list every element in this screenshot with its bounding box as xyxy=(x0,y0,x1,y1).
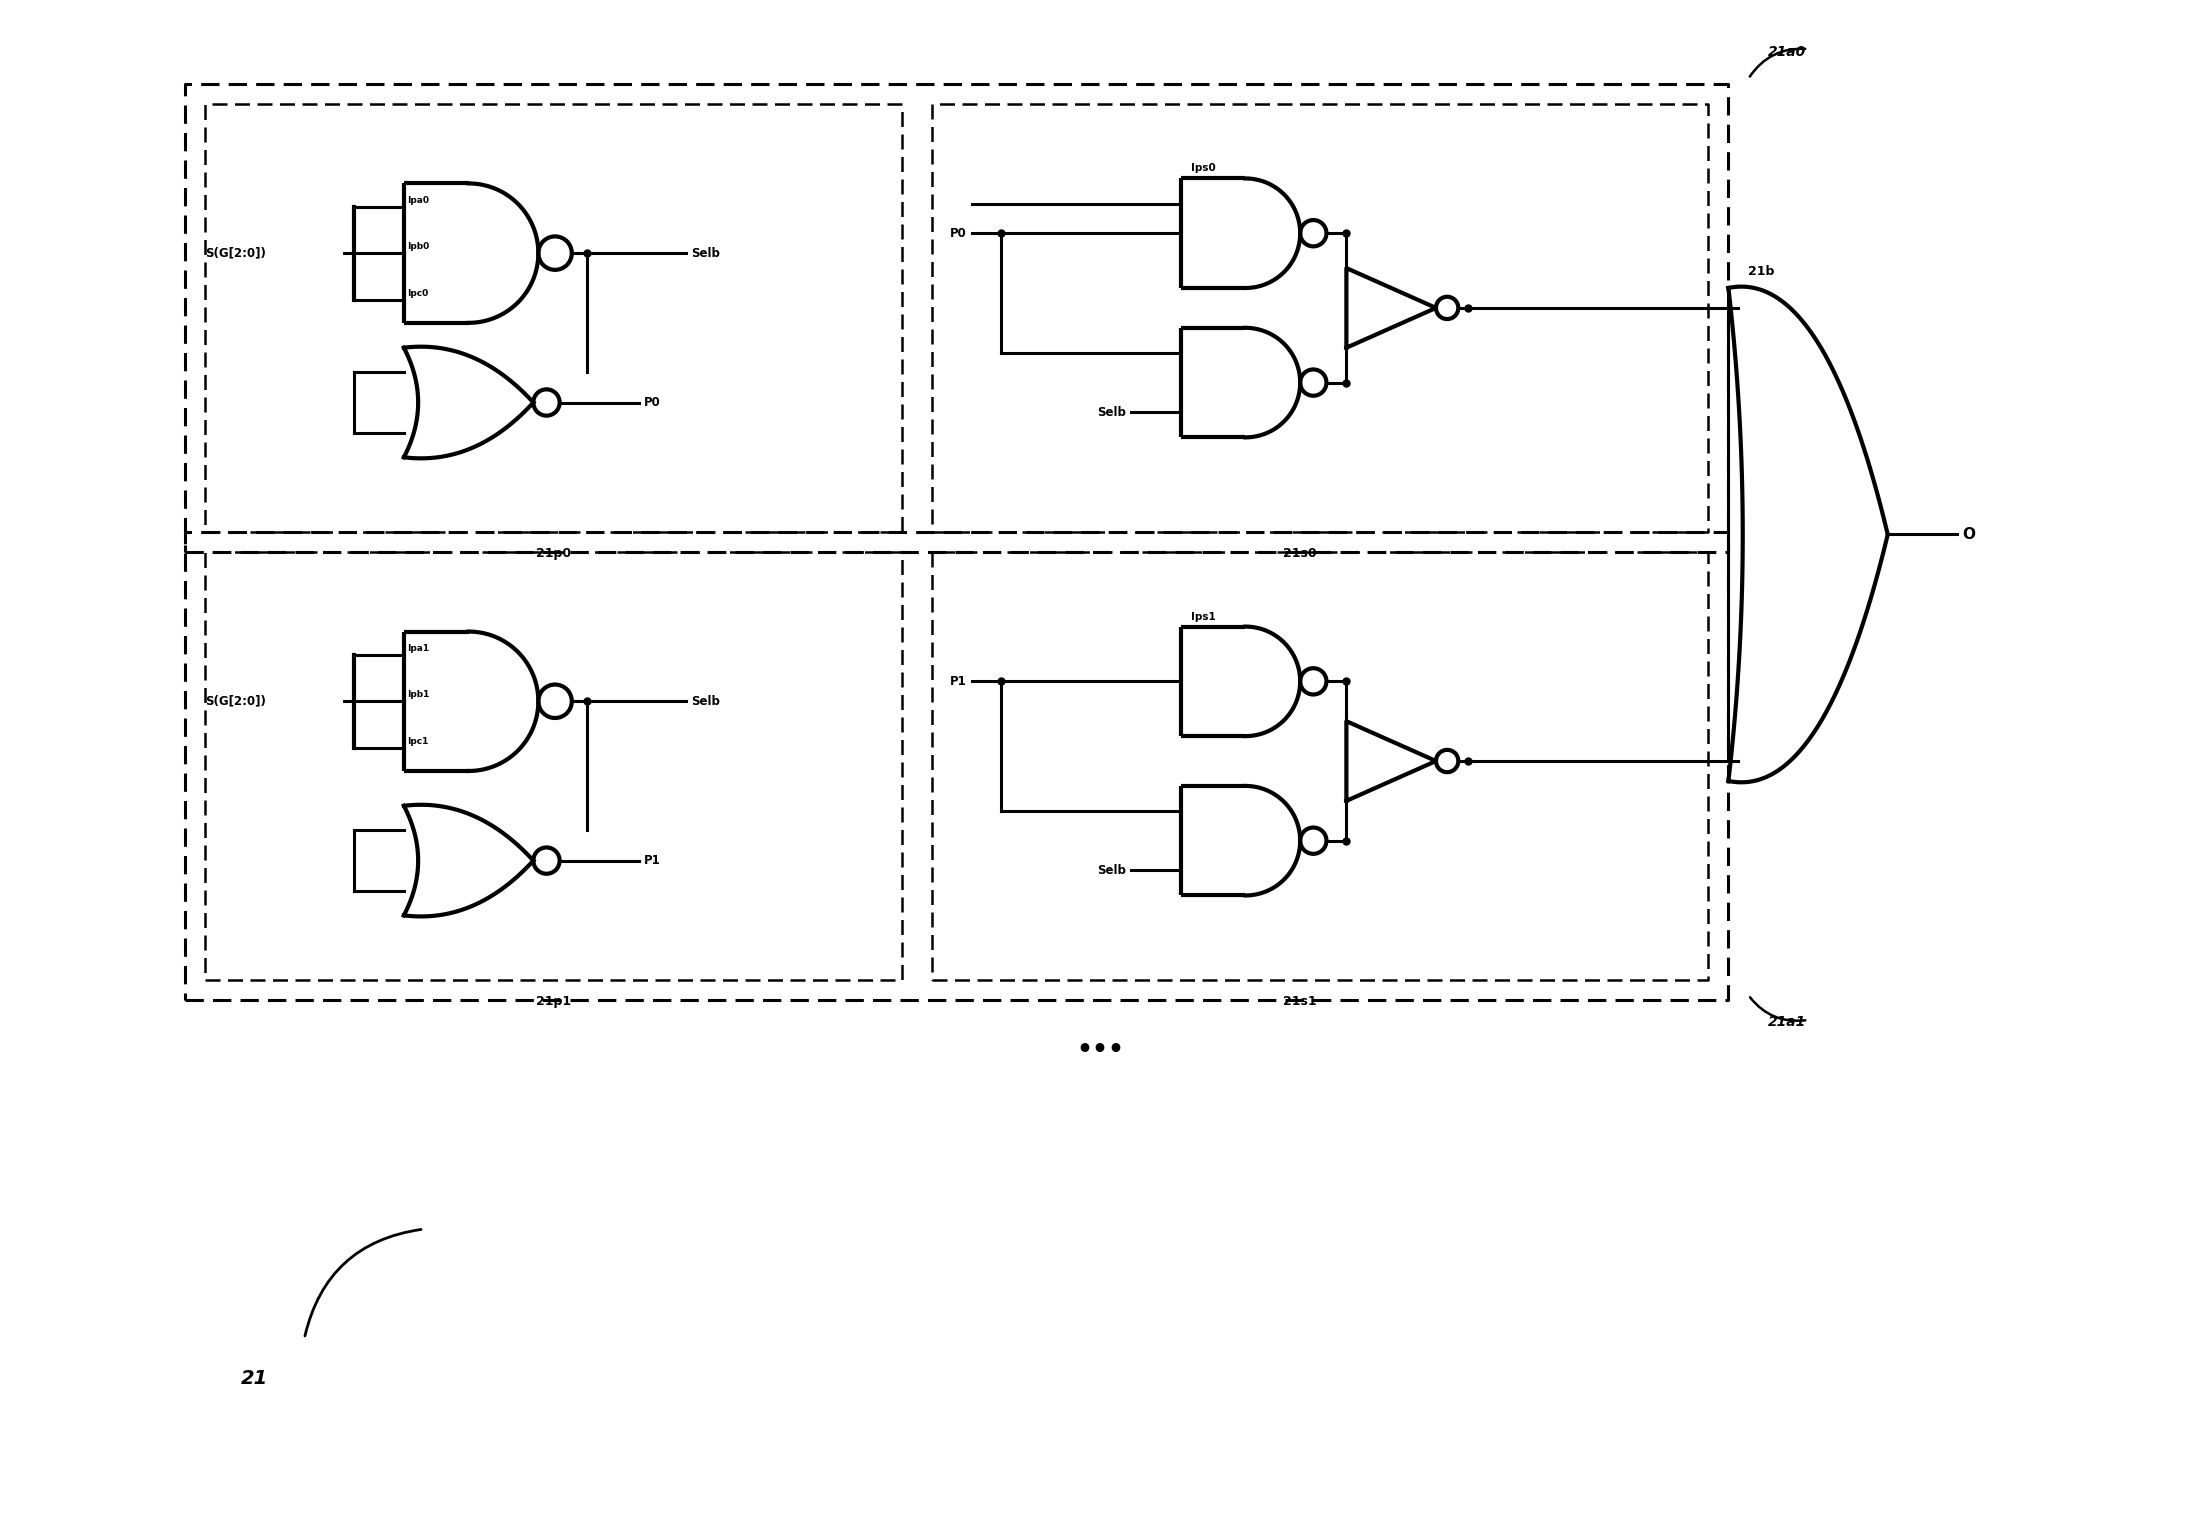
Text: 21: 21 xyxy=(240,1370,269,1388)
Text: Selb: Selb xyxy=(691,696,720,708)
Text: Ipb1: Ipb1 xyxy=(407,691,429,699)
Text: 21b: 21b xyxy=(1748,265,1775,277)
Text: Selb: Selb xyxy=(1097,864,1125,876)
Text: •••: ••• xyxy=(1077,1037,1125,1062)
Text: O: O xyxy=(1962,527,1975,542)
Text: P0: P0 xyxy=(949,227,967,239)
Text: 21p0: 21p0 xyxy=(535,547,570,559)
Text: P0: P0 xyxy=(645,395,661,409)
Text: P1: P1 xyxy=(645,855,661,867)
FancyArrowPatch shape xyxy=(304,1230,421,1336)
Text: S(G[2:0]): S(G[2:0]) xyxy=(205,247,266,259)
Text: 21a0: 21a0 xyxy=(1768,44,1806,58)
Text: 21p1: 21p1 xyxy=(535,996,570,1008)
Text: P1: P1 xyxy=(949,676,967,688)
Text: 21s0: 21s0 xyxy=(1284,547,1317,559)
Text: Ips0: Ips0 xyxy=(1191,164,1216,173)
Text: Ipc0: Ipc0 xyxy=(407,288,427,297)
Text: Selb: Selb xyxy=(1097,406,1125,418)
Text: Ipa0: Ipa0 xyxy=(407,196,429,205)
Text: Selb: Selb xyxy=(691,247,720,259)
Text: S(G[2:0]): S(G[2:0]) xyxy=(205,696,266,708)
Text: Ips1: Ips1 xyxy=(1191,611,1216,622)
Text: Ipa1: Ipa1 xyxy=(407,643,429,653)
Text: 21a1: 21a1 xyxy=(1768,1016,1806,1030)
Text: Ipb0: Ipb0 xyxy=(407,242,429,251)
Text: 21s1: 21s1 xyxy=(1284,996,1317,1008)
Text: Ipc1: Ipc1 xyxy=(407,737,427,746)
